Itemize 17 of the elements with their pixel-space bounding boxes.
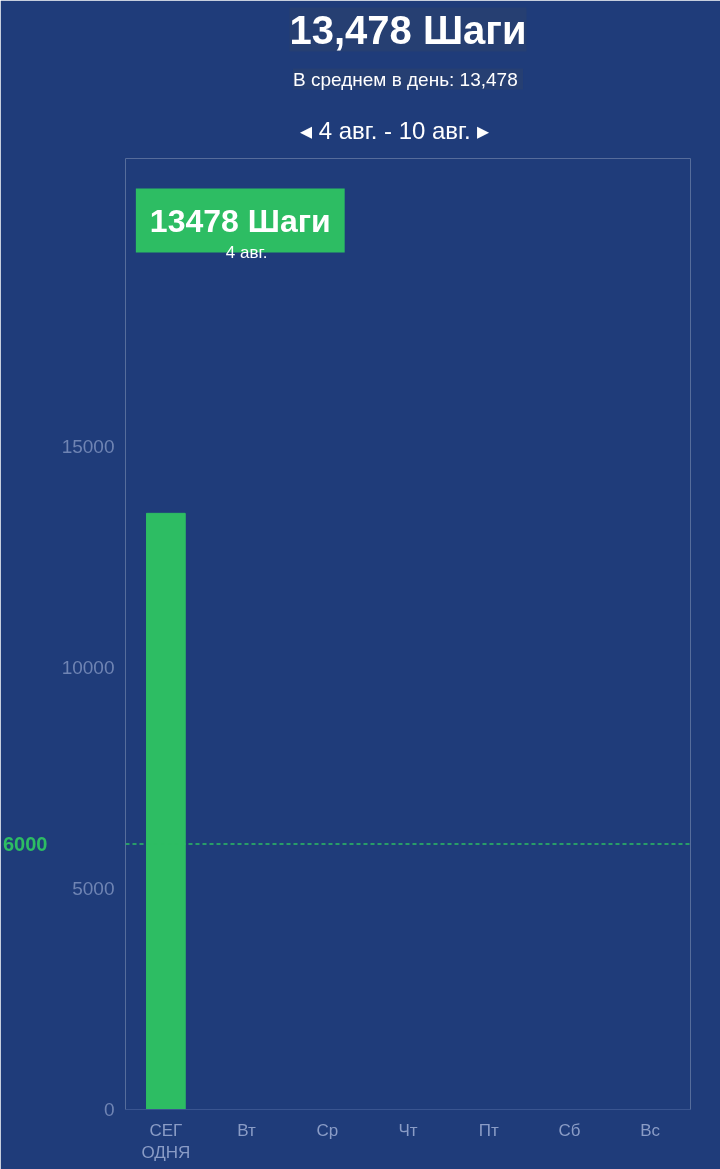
y-tick-label: 15000 [61, 435, 115, 457]
x-tick-label: Вс [640, 1120, 661, 1140]
y-tick-label: 5000 [72, 877, 115, 899]
ref-line-label: 6000 [3, 833, 48, 856]
chart-title: 13,478 Шаги [289, 7, 527, 52]
annotation: 13478 Шаги [149, 202, 331, 239]
x-tick-label: Чт [398, 1120, 418, 1140]
y-tick-label: 10000 [61, 656, 115, 678]
x-tick-label: Вт [237, 1120, 257, 1140]
x-tick-label: Пт [478, 1120, 499, 1140]
y-tick-label: 0 [103, 1099, 115, 1120]
annotation: 4 авг. [225, 242, 268, 262]
x-tick-label: Ср [316, 1120, 339, 1140]
x-tick-label: Сб [558, 1120, 581, 1140]
x-tick-label: СЕГ ОДНЯ [141, 1120, 191, 1163]
text: ◂ 4 авг. - 10 авг. ▸ [300, 116, 490, 144]
chart-subtitle: В среднем в день: 13,478 [292, 68, 518, 90]
